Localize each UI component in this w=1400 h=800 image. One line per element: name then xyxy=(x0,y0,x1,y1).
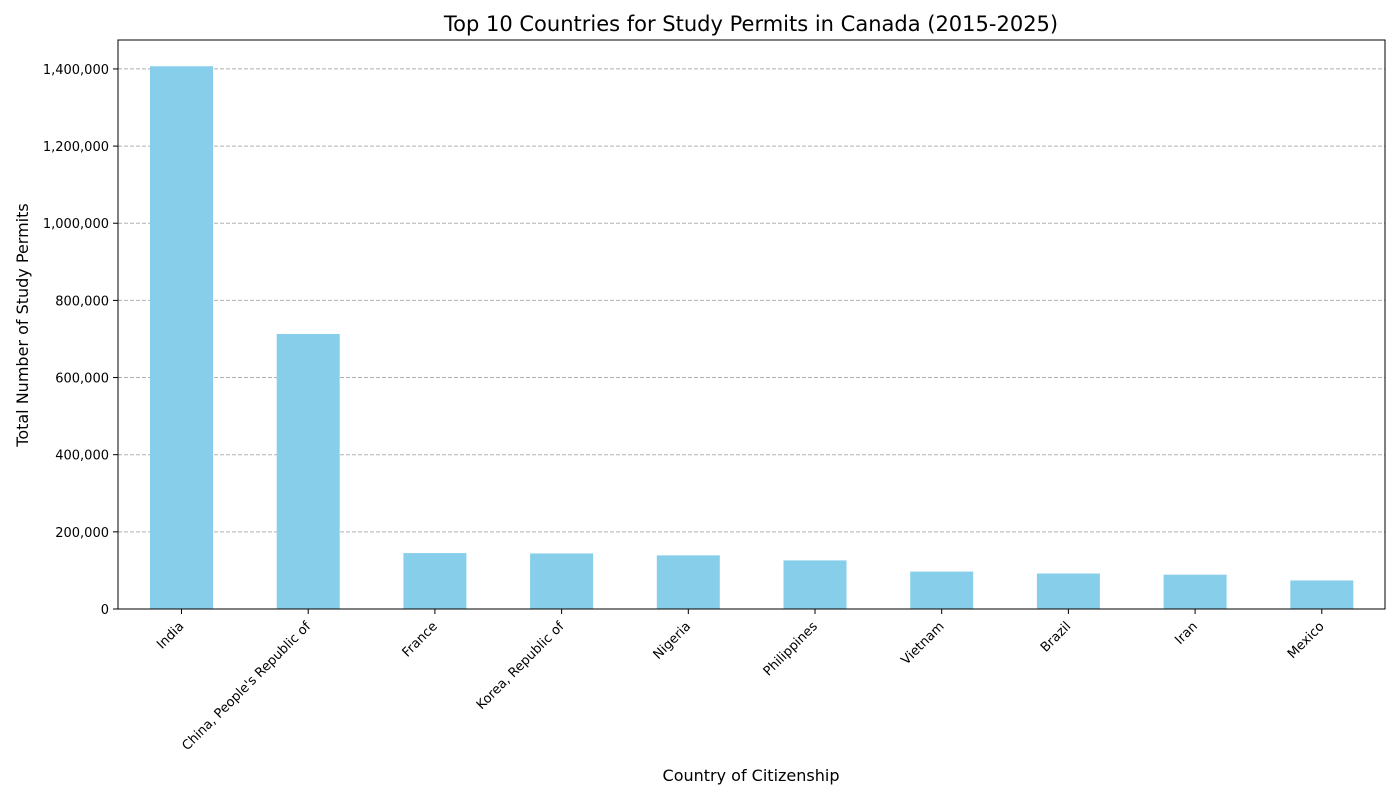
bar xyxy=(1036,573,1100,609)
plot-frame xyxy=(117,39,1386,610)
bar xyxy=(150,66,213,609)
x-tick-label: Brazil xyxy=(1038,619,1074,655)
y-tick-label: 400,000 xyxy=(55,449,109,464)
x-axis-label: Country of Citizenship xyxy=(663,766,840,785)
y-tick-label: 0 xyxy=(101,603,109,618)
y-tick-label: 1,200,000 xyxy=(43,140,109,155)
x-tick-label: Iran xyxy=(1172,619,1201,648)
bar xyxy=(910,571,974,609)
bar xyxy=(656,555,720,609)
x-tick-label: Philippines xyxy=(761,619,821,679)
bar xyxy=(530,553,594,609)
x-tick-label: Mexico xyxy=(1285,619,1328,662)
x-tick-label: France xyxy=(400,619,441,660)
y-tick-label: 1,000,000 xyxy=(43,217,109,232)
bar xyxy=(276,333,340,609)
y-tick-label: 1,400,000 xyxy=(43,63,109,78)
bar xyxy=(783,560,847,609)
x-tick-label: India xyxy=(154,619,187,652)
y-axis-label: Total Number of Study Permits xyxy=(13,203,32,447)
x-tick-label: Nigeria xyxy=(651,619,694,662)
y-axis-ticks: 0 200,000 400,000 600,000 800,000 1,000,000 1,… xyxy=(43,63,118,618)
y-tick-label: 800,000 xyxy=(55,294,109,309)
bar xyxy=(1163,574,1227,609)
y-tick-label: 600,000 xyxy=(55,372,109,387)
bar xyxy=(403,553,467,609)
x-tick-label: China, People's Republic of xyxy=(179,619,314,754)
x-tick-label: Vietnam xyxy=(899,619,948,668)
y-tick-label: 200,000 xyxy=(55,526,109,541)
chart-title: Top 10 Countries for Study Permits in Ca… xyxy=(443,12,1058,36)
bars xyxy=(150,66,1354,609)
x-tick-label: Korea, Republic of xyxy=(474,619,568,713)
bar xyxy=(1290,580,1354,609)
